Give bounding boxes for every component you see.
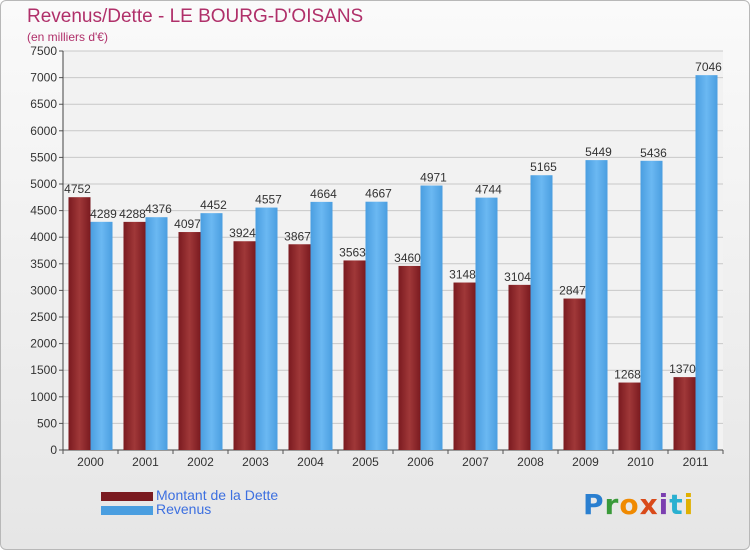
- y-tick-label: 6500: [30, 97, 57, 111]
- bar-dette: [233, 241, 256, 450]
- data-label-dette: 4288: [119, 207, 146, 221]
- y-tick-label: 4500: [30, 204, 57, 218]
- data-label-revenus: 4289: [90, 207, 117, 221]
- x-tick-label: 2011: [683, 455, 709, 469]
- x-tick-label: 2003: [242, 455, 269, 469]
- data-label-revenus: 5436: [640, 146, 667, 160]
- data-label-dette: 4097: [174, 217, 201, 231]
- y-tick-label: 1000: [30, 390, 57, 404]
- y-tick-label: 7000: [30, 71, 57, 85]
- bar-revenus: [420, 185, 443, 451]
- data-label-dette: 3148: [449, 268, 476, 282]
- x-tick-label: 2010: [627, 455, 654, 469]
- bar-revenus: [695, 75, 718, 450]
- y-tick-label: 5000: [30, 177, 57, 191]
- x-tick-label: 2000: [77, 455, 104, 469]
- x-tick-label: 2008: [517, 455, 544, 469]
- logo-letter: i: [658, 488, 670, 521]
- x-tick-label: 2006: [407, 455, 434, 469]
- data-label-dette: 2847: [559, 284, 586, 298]
- bar-revenus: [530, 175, 553, 451]
- x-tick-label: 2005: [352, 455, 379, 469]
- data-label-revenus: 5449: [585, 145, 612, 159]
- logo-letter: t: [669, 488, 684, 521]
- bar-dette: [618, 382, 641, 450]
- y-tick-label: 5500: [30, 150, 57, 164]
- y-tick-label: 500: [37, 416, 57, 430]
- data-label-revenus: 4744: [475, 183, 502, 197]
- data-label-revenus: 4376: [145, 202, 172, 216]
- bar-revenus: [200, 213, 223, 450]
- bar-dette: [673, 377, 696, 450]
- chart-unit-label: (en milliers d'€): [27, 30, 108, 44]
- data-label-revenus: 4971: [420, 171, 447, 185]
- logo-letter: o: [619, 488, 640, 521]
- legend-label-dette: Montant de la Dette: [156, 487, 279, 503]
- x-tick-label: 2002: [187, 455, 214, 469]
- data-label-dette: 3924: [229, 226, 256, 240]
- bar-revenus: [640, 160, 663, 450]
- bar-revenus: [145, 217, 168, 450]
- bar-revenus: [255, 207, 278, 450]
- bar-revenus: [475, 197, 498, 450]
- bar-revenus: [90, 221, 113, 450]
- y-tick-label: 3000: [30, 283, 57, 297]
- y-tick-label: 7500: [30, 44, 57, 58]
- bar-revenus: [585, 160, 608, 450]
- logo-letter: i: [683, 488, 695, 521]
- data-label-dette: 1370: [669, 362, 696, 376]
- x-tick-label: 2004: [297, 455, 324, 469]
- proxiti-logo: Proxiti: [583, 488, 694, 521]
- data-label-dette: 3563: [339, 245, 366, 259]
- bar-dette: [178, 232, 201, 450]
- bar-dette: [563, 298, 586, 450]
- bar-dette: [123, 221, 146, 450]
- x-tick-label: 2007: [462, 455, 489, 469]
- data-label-dette: 1268: [614, 368, 641, 382]
- bar-dette: [453, 282, 476, 450]
- data-label-revenus: 7046: [695, 60, 722, 74]
- y-tick-label: 4000: [30, 230, 57, 244]
- legend-swatch-dette: [101, 492, 153, 501]
- data-label-revenus: 5165: [530, 160, 557, 174]
- bar-dette: [343, 260, 366, 450]
- data-label-dette: 3460: [394, 251, 421, 265]
- y-tick-label: 6000: [30, 124, 57, 138]
- logo-letter: r: [604, 488, 620, 521]
- bar-dette: [398, 265, 421, 450]
- y-tick-label: 1500: [30, 363, 57, 377]
- data-label-revenus: 4557: [255, 193, 282, 207]
- data-label-dette: 3867: [284, 229, 311, 243]
- y-tick-label: 2000: [30, 337, 57, 351]
- bar-dette: [288, 244, 311, 450]
- bar-revenus: [365, 201, 388, 450]
- data-label-revenus: 4452: [200, 198, 227, 212]
- y-tick-label: 3500: [30, 257, 57, 271]
- chart-title: Revenus/Dette - LE BOURG-D'OISANS: [27, 6, 364, 27]
- logo-letter: x: [639, 488, 659, 521]
- bar-dette: [508, 284, 531, 450]
- data-label-dette: 3104: [504, 270, 531, 284]
- bar-dette: [68, 197, 91, 450]
- data-label-revenus: 4667: [365, 187, 392, 201]
- bar-revenus: [310, 201, 333, 450]
- logo-letter: P: [583, 488, 605, 521]
- legend-label-revenus: Revenus: [156, 501, 212, 517]
- x-tick-label: 2009: [572, 455, 599, 469]
- data-label-revenus: 4664: [310, 187, 337, 201]
- x-tick-label: 2001: [132, 455, 159, 469]
- y-tick-label: 0: [50, 443, 57, 457]
- legend-swatch-revenus: [101, 506, 153, 515]
- data-label-dette: 4752: [64, 182, 91, 196]
- y-tick-label: 2500: [30, 310, 57, 324]
- plot-area: [63, 51, 723, 450]
